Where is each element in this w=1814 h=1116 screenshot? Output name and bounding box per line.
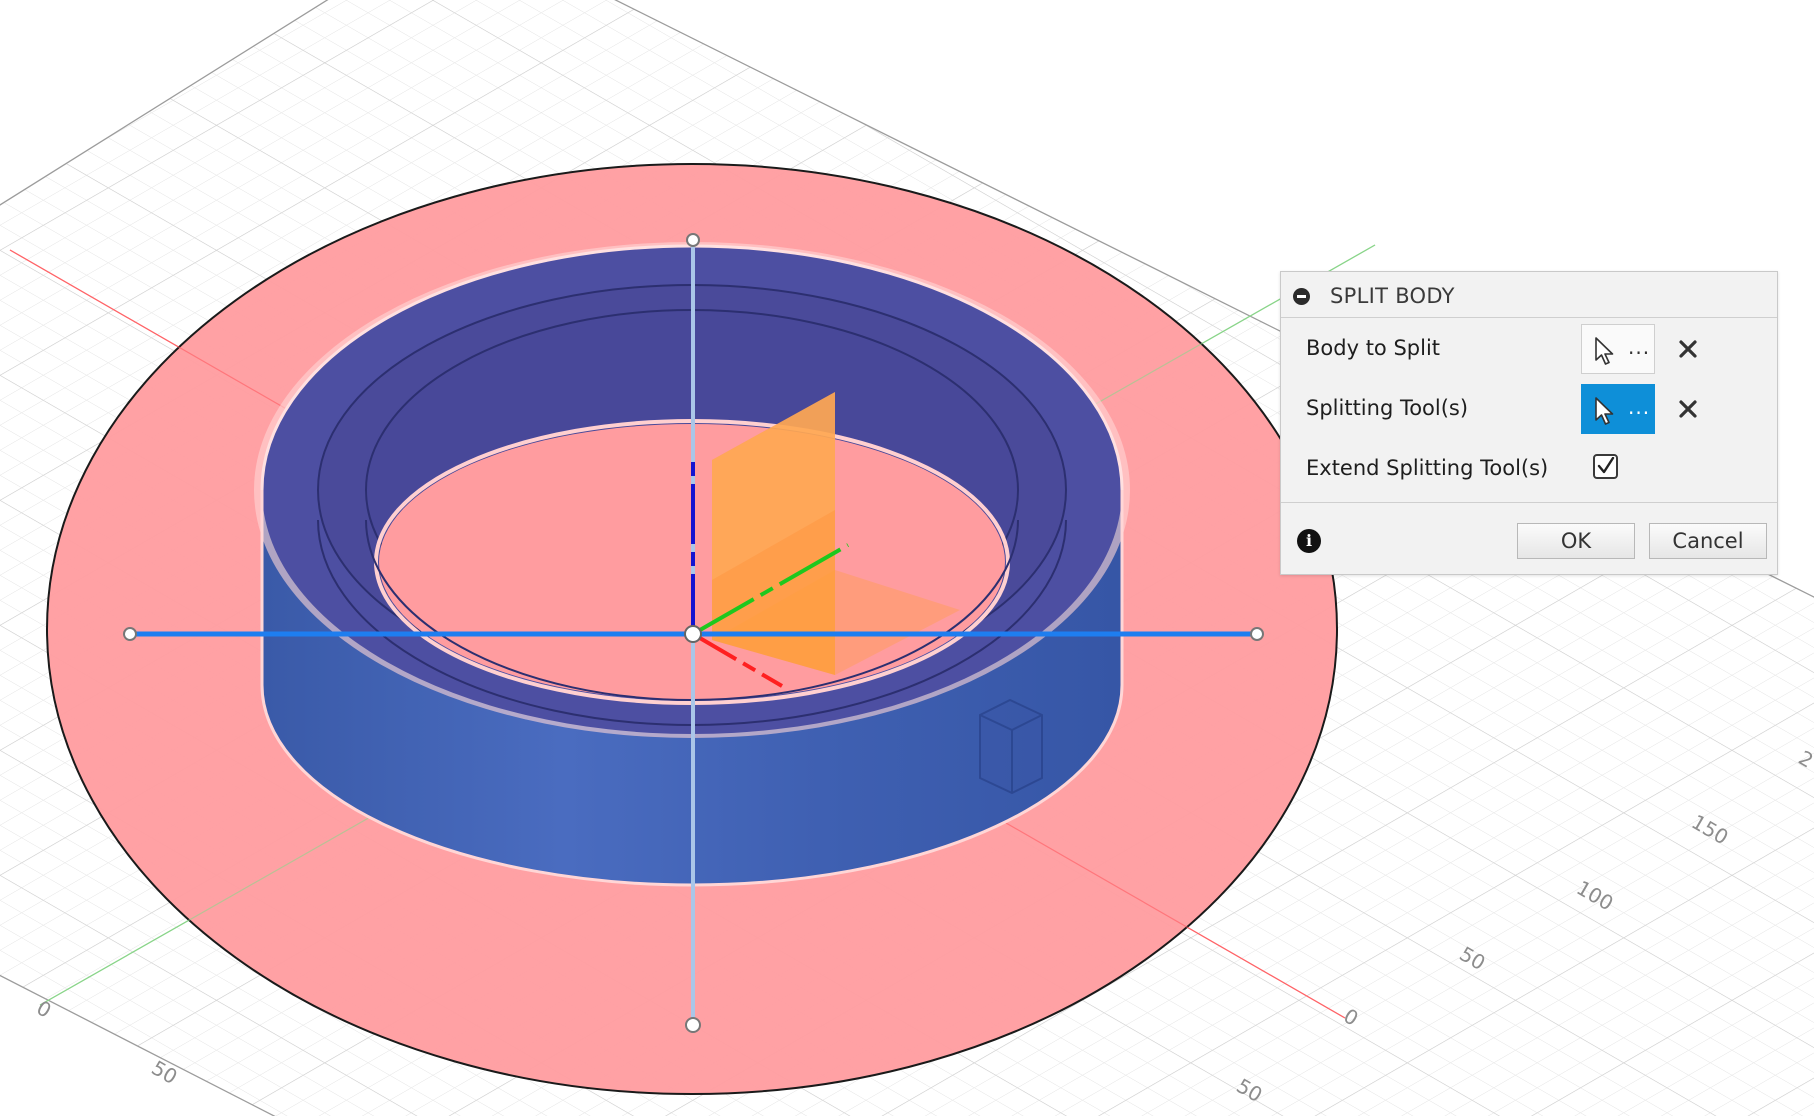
ok-button[interactable]: OK bbox=[1517, 523, 1635, 559]
body-to-split-selector[interactable]: ... bbox=[1581, 324, 1655, 374]
line-endpoint-right[interactable] bbox=[1250, 627, 1264, 641]
x-axis bbox=[691, 632, 784, 688]
selector-dots: ... bbox=[1628, 395, 1651, 419]
line-endpoint-top[interactable] bbox=[686, 233, 700, 247]
collapse-icon[interactable] bbox=[1293, 288, 1310, 305]
dialog-title: SPLIT BODY bbox=[1330, 284, 1455, 308]
clear-body-selection-icon[interactable] bbox=[1676, 337, 1700, 361]
line-endpoint-bottom[interactable] bbox=[685, 1017, 701, 1033]
cursor-arrow-icon bbox=[1595, 337, 1614, 365]
cursor-arrow-icon bbox=[1595, 397, 1614, 425]
origin-point[interactable] bbox=[684, 625, 702, 643]
dialog-footer: i OK Cancel bbox=[1281, 502, 1777, 576]
body-to-split-label: Body to Split bbox=[1306, 336, 1441, 360]
split-body-dialog: SPLIT BODY Body to Split ... Splitting T… bbox=[1280, 271, 1778, 575]
line-endpoint-left[interactable] bbox=[123, 627, 137, 641]
view-cube-ghost bbox=[979, 698, 1043, 795]
dialog-header[interactable]: SPLIT BODY bbox=[1281, 272, 1777, 318]
splitting-tools-selector[interactable]: ... bbox=[1581, 384, 1655, 434]
y-axis bbox=[692, 543, 849, 636]
clear-tool-selection-icon[interactable] bbox=[1676, 397, 1700, 421]
extend-splitting-tools-label: Extend Splitting Tool(s) bbox=[1306, 456, 1549, 480]
splitting-tools-label: Splitting Tool(s) bbox=[1306, 396, 1469, 420]
tick-label: 0 bbox=[33, 996, 56, 1023]
extend-splitting-tools-checkbox[interactable] bbox=[1593, 454, 1618, 479]
cancel-button[interactable]: Cancel bbox=[1649, 523, 1767, 559]
selector-dots: ... bbox=[1628, 335, 1651, 359]
checkmark-icon bbox=[1597, 457, 1615, 474]
info-icon[interactable]: i bbox=[1297, 529, 1321, 553]
